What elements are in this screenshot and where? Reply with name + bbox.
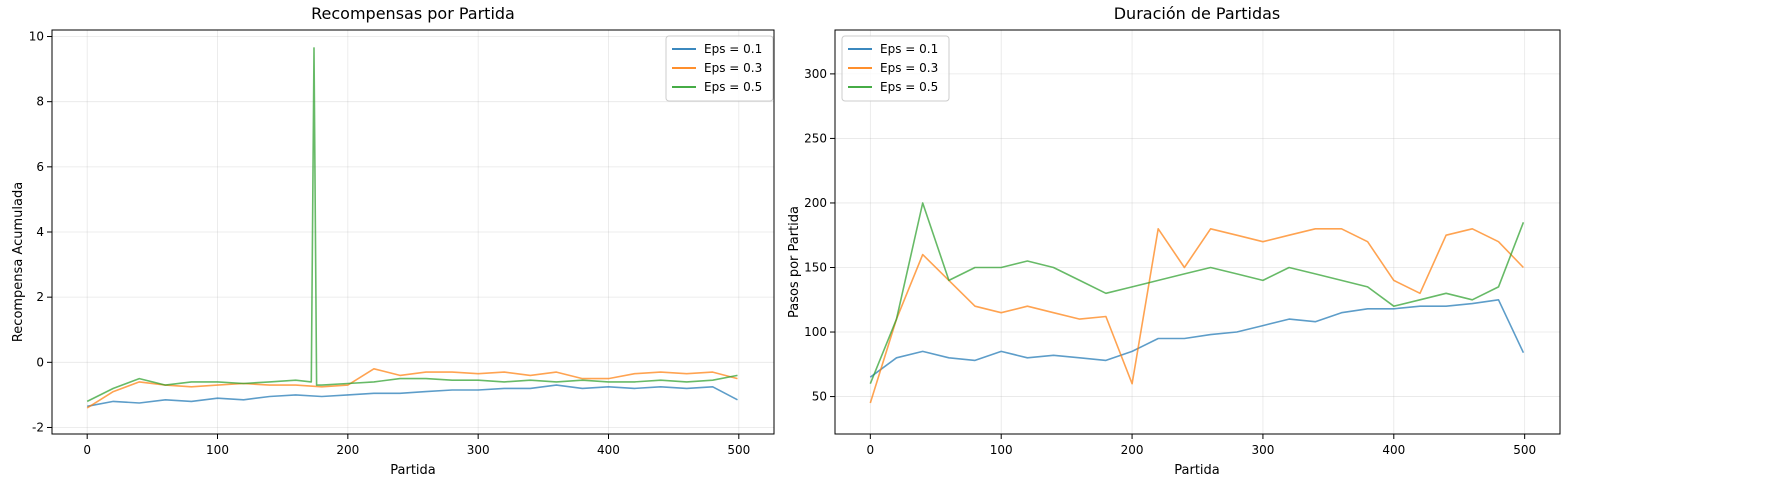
reward-chart-ytick-label-0: -2 [32,420,44,434]
reward-chart-legend: Eps = 0.1 Eps = 0.3 Eps = 0.5 [665,35,774,102]
reward-chart-xtick-label-4: 400 [597,443,620,457]
reward-chart-series-line-1 [86,367,738,409]
reward-chart-xlabel: Partida [390,463,436,478]
duration-chart: Duración de Partidas Partida Pasos por P… [787,4,1561,478]
reward-chart: Recompensas por Partida Partida Recompen… [11,4,775,478]
duration-chart-ytick-label-0: 50 [812,390,827,404]
duration-chart-ytick-label-3: 200 [804,196,827,210]
reward-chart-ylabel: Recompensa Acumulada [11,182,26,342]
duration-chart-xticks: 0 100 200 300 400 500 [867,434,1536,457]
duration-chart-ytick-label-4: 250 [804,131,827,145]
reward-chart-xticks: 0 100 200 300 400 500 [83,434,750,457]
duration-chart-ylabel: Pasos por Partida [787,206,802,318]
reward-chart-ytick-label-1: 0 [36,355,44,369]
duration-chart-plot-area [834,29,1561,435]
duration-chart-series [869,202,1525,404]
reward-chart-xtick-label-5: 500 [727,443,750,457]
reward-chart-xtick-label-0: 0 [83,443,91,457]
duration-chart-series-line-0 [869,298,1525,378]
reward-chart-yticks: -2 0 2 4 6 8 10 [29,30,52,434]
reward-chart-ytick-label-4: 6 [36,160,44,174]
reward-chart-xtick-label-3: 300 [467,443,490,457]
reward-chart-legend-label-2: Eps = 0.5 [704,80,762,94]
duration-chart-series-line-1 [869,228,1524,404]
duration-chart-legend-label-1: Eps = 0.3 [880,61,938,75]
reward-chart-legend-label-1: Eps = 0.3 [704,61,762,75]
duration-chart-xtick-label-3: 300 [1251,443,1274,457]
duration-chart-legend-label-2: Eps = 0.5 [880,80,938,94]
duration-chart-legend-frame [841,35,950,102]
reward-chart-series-line-2 [86,47,738,403]
reward-chart-legend-label-0: Eps = 0.1 [704,42,762,56]
reward-chart-title: Recompensas por Partida [311,4,515,23]
duration-chart-xlabel: Partida [1174,463,1220,478]
duration-chart-xtick-label-2: 200 [1121,443,1144,457]
duration-chart-ytick-label-1: 100 [804,325,827,339]
duration-chart-xtick-label-5: 500 [1513,443,1536,457]
reward-chart-xtick-label-1: 100 [206,443,229,457]
duration-chart-series-line-2 [869,202,1525,385]
reward-chart-legend-frame [665,35,774,102]
reward-chart-series-line-0 [87,384,738,408]
reward-chart-series [86,47,738,409]
reward-chart-ytick-label-2: 2 [36,290,44,304]
duration-chart-legend-label-0: Eps = 0.1 [880,42,938,56]
duration-chart-xtick-label-1: 100 [990,443,1013,457]
duration-chart-ytick-label-5: 300 [804,67,827,81]
reward-chart-xtick-label-2: 200 [336,443,359,457]
reward-chart-ytick-label-6: 10 [29,30,44,44]
reward-chart-ytick-label-3: 4 [36,225,44,239]
duration-chart-ytick-label-2: 150 [804,260,827,274]
reward-chart-ytick-label-5: 8 [36,95,44,109]
duration-chart-title: Duración de Partidas [1114,4,1281,23]
duration-chart-xtick-label-4: 400 [1382,443,1405,457]
duration-chart-grid [835,30,1560,434]
duration-chart-yticks: 50 100 150 200 250 300 [804,67,835,404]
duration-chart-legend: Eps = 0.1 Eps = 0.3 Eps = 0.5 [841,35,950,102]
duration-chart-xtick-label-0: 0 [867,443,875,457]
